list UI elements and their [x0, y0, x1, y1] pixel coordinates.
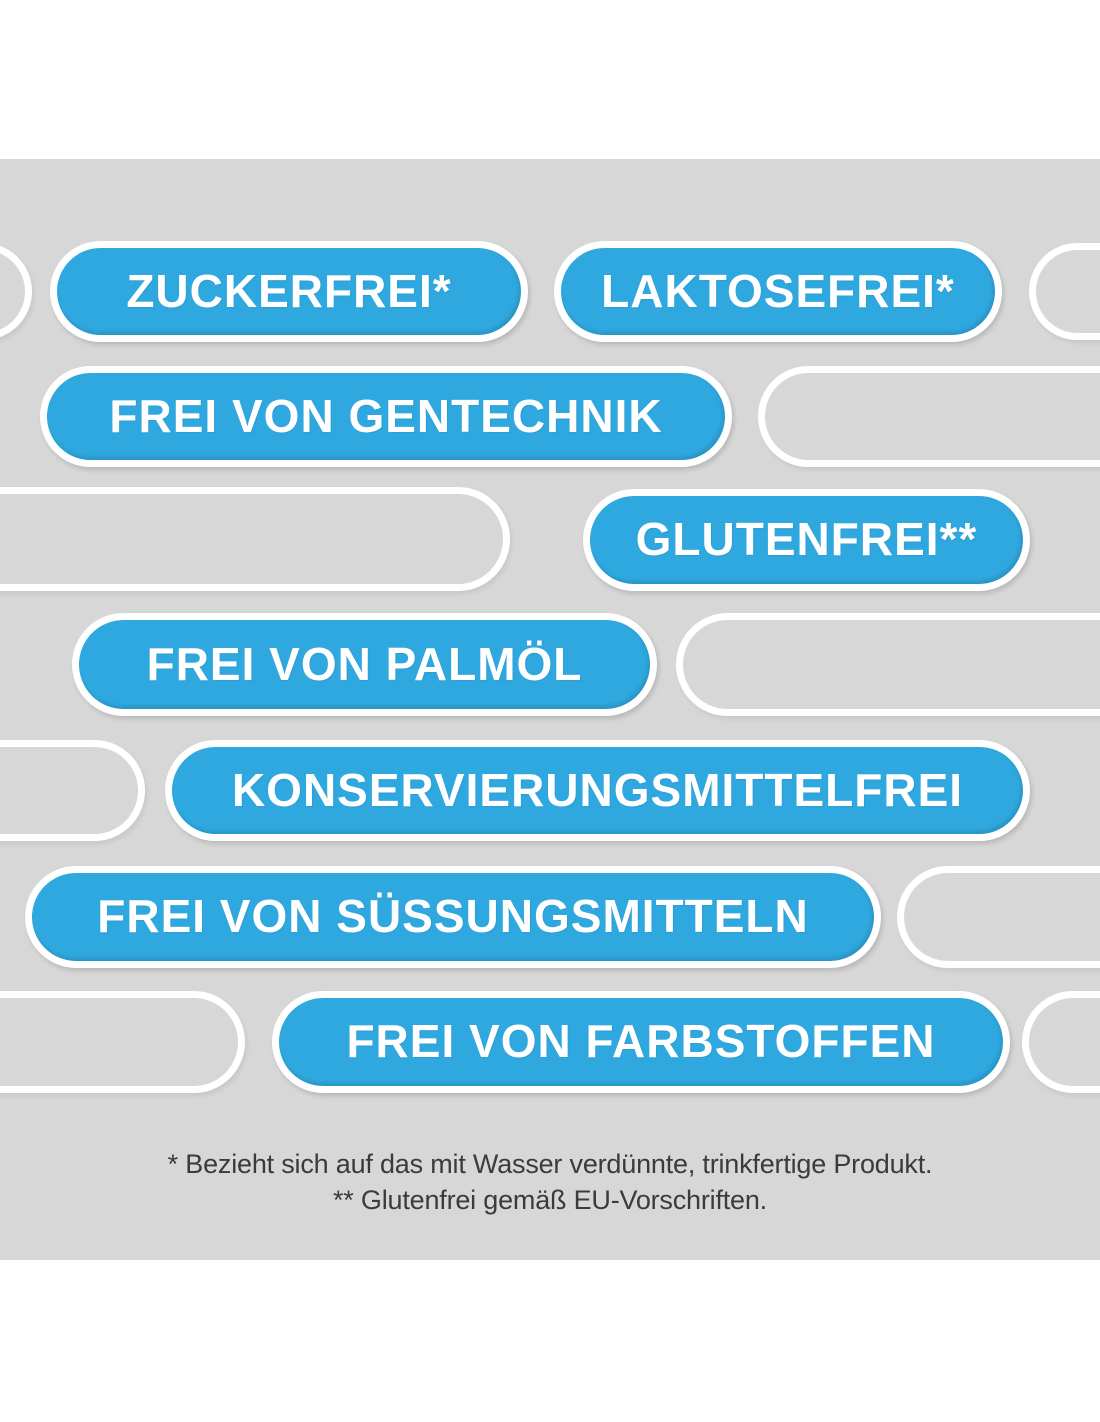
badge-label: GLUTENFREI**: [635, 513, 978, 565]
badge-label: KONSERVIERUNGSMITTELFREI: [231, 763, 964, 816]
badge-label: ZUCKERFREI*: [126, 264, 452, 317]
empty-pill-outline: [0, 740, 145, 841]
badge-konservierungsmittelfrei: KONSERVIERUNGSMITTELFREI: [165, 740, 1030, 841]
footnote-1: * Bezieht sich auf das mit Wasser verdün…: [167, 1149, 933, 1179]
badge-zuckerfrei: ZUCKERFREI*: [50, 241, 528, 342]
empty-pill-outline: [1022, 991, 1100, 1093]
badge-glutenfrei: GLUTENFREI**: [583, 489, 1030, 591]
footnotes: * Bezieht sich auf das mit Wasser verdün…: [0, 1146, 1100, 1218]
badge-laktosefrei: LAKTOSEFREI*: [554, 241, 1002, 342]
empty-pill-outline: [758, 366, 1100, 467]
badge-label: LAKTOSEFREI*: [601, 264, 955, 317]
badge-label: FREI VON GENTECHNIK: [109, 389, 663, 442]
badge-suessungsmittel: FREI VON SÜSSUNGSMITTELN: [25, 866, 881, 968]
empty-pill-outline: [0, 487, 510, 591]
badge-palmoel: FREI VON PALMÖL: [72, 613, 657, 716]
empty-pill-outline: [897, 866, 1100, 968]
empty-pill-outline: [1029, 243, 1100, 340]
footnote-2: ** Glutenfrei gemäß EU-Vorschriften.: [333, 1185, 767, 1215]
empty-pill-outline: [0, 991, 245, 1093]
badge-label: FREI VON PALMÖL: [146, 637, 583, 690]
badge-farbstoffe: FREI VON FARBSTOFFEN: [272, 991, 1010, 1093]
badge-gentechnik: FREI VON GENTECHNIK: [40, 366, 732, 467]
empty-pill-outline: [676, 613, 1100, 716]
badge-label: FREI VON SÜSSUNGSMITTELN: [97, 890, 809, 942]
badge-label: FREI VON FARBSTOFFEN: [346, 1015, 936, 1067]
